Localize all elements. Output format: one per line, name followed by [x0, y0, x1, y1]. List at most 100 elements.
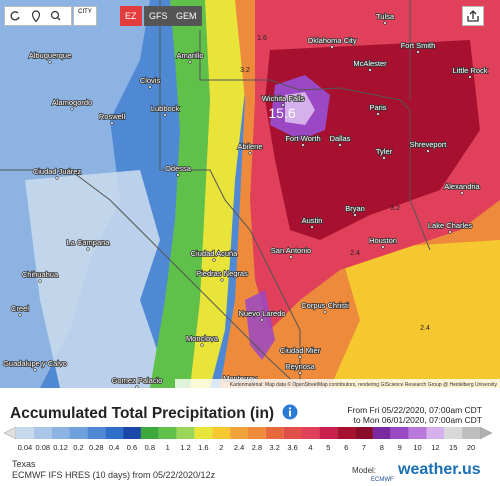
scale-label: 10: [413, 443, 421, 452]
scale-swatch: [319, 427, 338, 439]
scale-swatch: [123, 427, 141, 439]
refresh-icon[interactable]: [10, 11, 20, 21]
info-icon[interactable]: [282, 404, 298, 420]
model-button[interactable]: GFS: [144, 6, 173, 26]
city-label: Tyler: [376, 147, 393, 156]
scale-swatch: [372, 427, 391, 439]
country-border: [0, 169, 301, 388]
scale-label: 0.04: [18, 443, 33, 452]
scale-label: 0.2: [73, 443, 83, 452]
scale-label: 4: [308, 443, 312, 452]
city-dot: [383, 21, 387, 25]
city-button[interactable]: CITY: [73, 6, 97, 26]
city-dot: [298, 371, 302, 375]
dry-area: [25, 170, 170, 388]
city-dot: [301, 143, 305, 147]
city-dot: [86, 247, 90, 251]
city-dot: [110, 121, 114, 125]
value-label: 3.2: [240, 67, 250, 74]
city-dot: [281, 103, 285, 107]
city-label: La Campana: [67, 238, 111, 247]
scale-arrow-right: [479, 426, 493, 440]
city-dot: [55, 176, 59, 180]
scale-label: 7: [362, 443, 366, 452]
city-label: Dallas: [330, 134, 351, 143]
state-border: [199, 30, 431, 251]
zoom-icon[interactable]: [50, 10, 60, 20]
scale-label: 1.2: [180, 443, 190, 452]
scale-swatch: [462, 427, 480, 439]
scale-label: 8: [380, 443, 384, 452]
scale-label: 5: [326, 443, 330, 452]
yellow-area: [190, 0, 260, 388]
city-dot: [33, 368, 37, 372]
city-label: Gomez Palacio: [112, 376, 163, 385]
scale-swatch: [176, 427, 195, 439]
city-label: Shreveport: [410, 140, 448, 149]
scale-label: 0.28: [89, 443, 104, 452]
city-label: San Antonio: [271, 246, 311, 255]
city-dot: [310, 225, 314, 229]
scale-swatch: [105, 427, 124, 439]
city-dot: [298, 355, 302, 359]
state-border: [159, 0, 301, 388]
city-label: Corpus Christi: [301, 301, 349, 310]
scale-swatch: [230, 427, 248, 439]
scale-arrow-left: [3, 426, 17, 440]
coastal-yellow: [330, 240, 500, 388]
scale-label: 3.6: [287, 443, 297, 452]
city-dot: [176, 173, 180, 177]
city-dot: [448, 230, 452, 234]
city-dot: [416, 50, 420, 54]
city-label: Wichita Falls: [262, 94, 305, 103]
city-dot: [289, 255, 293, 259]
city-dot: [48, 60, 52, 64]
scale-swatch: [69, 427, 88, 439]
city-dot: [260, 318, 264, 322]
scale-swatch: [194, 427, 213, 439]
city-label: Nuevo Laredo: [238, 309, 285, 318]
city-dot: [381, 245, 385, 249]
share-glyph: [467, 10, 479, 22]
attribution-bg: [175, 379, 500, 388]
city-dot: [338, 143, 342, 147]
city-dot: [323, 310, 327, 314]
model-button[interactable]: EZ: [120, 6, 142, 26]
scale-swatch: [248, 427, 266, 439]
model-button[interactable]: GEM: [171, 6, 202, 26]
city-label: Little Rock: [452, 66, 487, 75]
city-dot: [460, 191, 464, 195]
scale-label: 1.6: [198, 443, 208, 452]
extreme-core: [285, 92, 315, 125]
city-dot: [200, 343, 204, 347]
city-label: Abilene: [237, 142, 262, 151]
value-labels: 15.6 1.6 3.2 2.4 3.2 2.4: [240, 35, 430, 332]
city-label: Alamogordo: [52, 98, 92, 107]
precipitation-map: Albuquerque Amarillo Oklahoma City Tulsa For…: [0, 0, 500, 388]
scale-swatch: [337, 427, 356, 439]
city-dot: [368, 68, 372, 72]
location-icon[interactable]: [31, 10, 41, 23]
city-dot: [148, 85, 152, 89]
value-label: 3.2: [390, 205, 400, 212]
city-label: Alexandria: [444, 182, 480, 191]
city-label: Monclova: [186, 334, 219, 343]
scale-swatch: [16, 427, 34, 439]
city-dot: [426, 149, 430, 153]
city-label: Roswell: [99, 112, 126, 121]
city-label: Monterrey: [223, 374, 257, 383]
city-label: Ciudad Juárez: [33, 167, 82, 176]
scale-label: 0.4: [109, 443, 119, 452]
toolbar: [4, 6, 72, 26]
scale-swatch: [51, 427, 70, 439]
city-label: Ciudad Mier: [280, 346, 321, 355]
scale-label: 6: [344, 443, 348, 452]
scale-swatch: [140, 427, 159, 439]
city-label: Oklahoma City: [307, 36, 356, 45]
scale-swatch: [355, 427, 373, 439]
share-button[interactable]: [462, 6, 484, 26]
city-label: Lubbock: [151, 104, 180, 113]
scale-label: 9: [398, 443, 402, 452]
city-dot: [212, 258, 216, 262]
